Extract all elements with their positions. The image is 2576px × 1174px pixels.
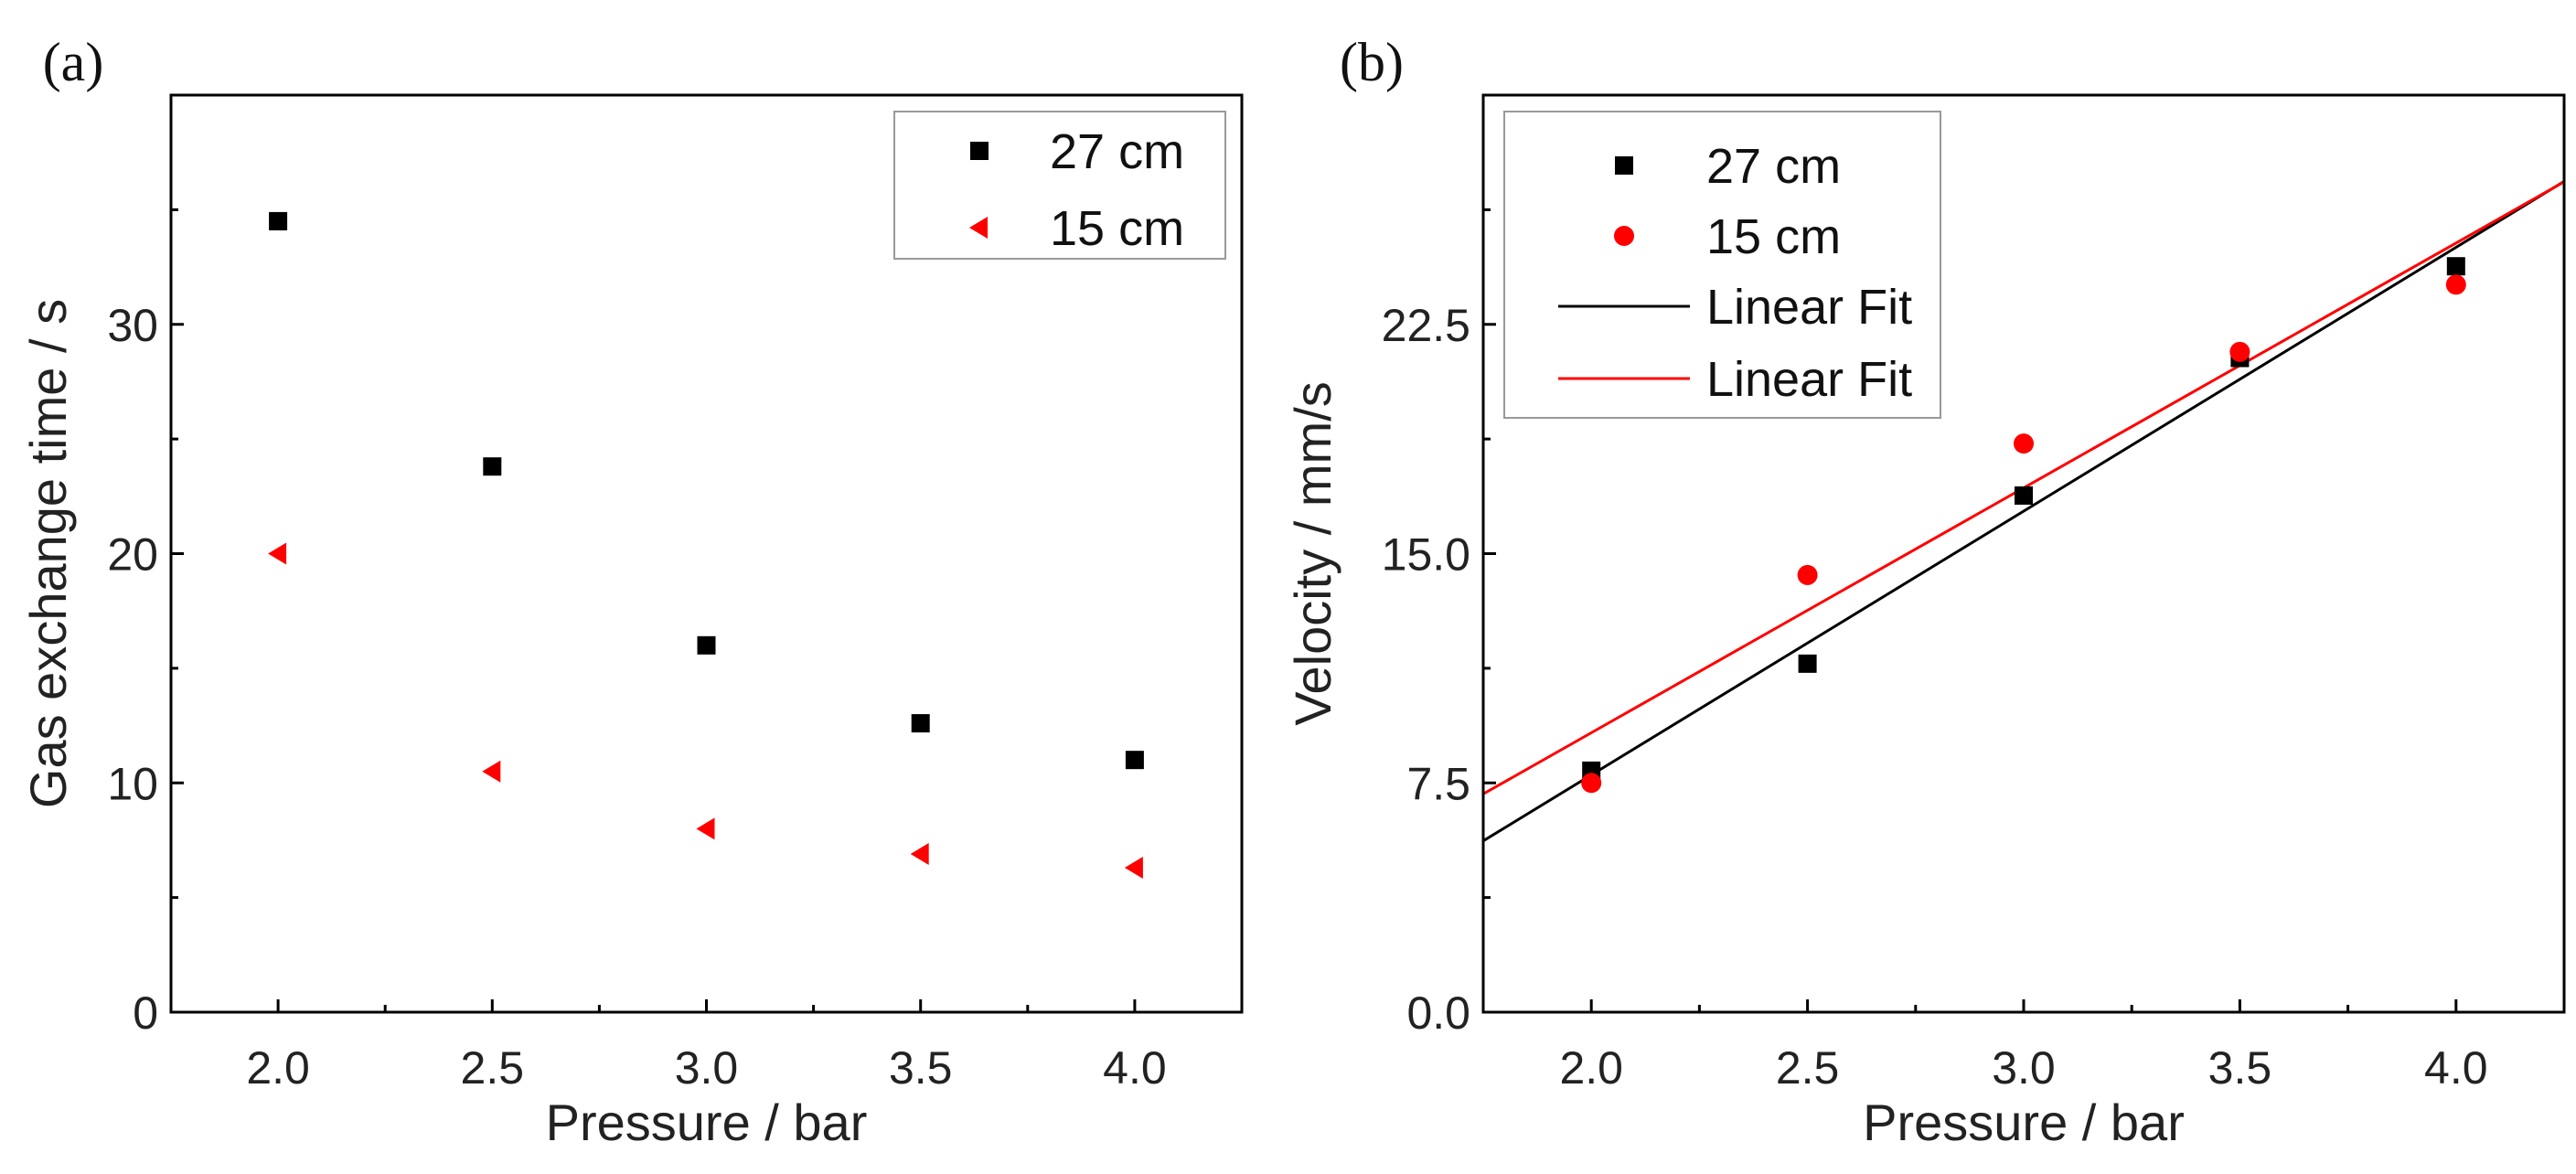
y-tick-label: 0.0 bbox=[1406, 987, 1470, 1039]
data-point bbox=[696, 817, 715, 840]
x-tick-label: 3.0 bbox=[675, 1042, 739, 1094]
legend-label: 15 cm bbox=[1050, 201, 1184, 256]
x-tick-label: 3.0 bbox=[1992, 1042, 2056, 1094]
y-axis-title: Velocity / mm/s bbox=[1284, 381, 1341, 726]
y-tick-label: 22.5 bbox=[1382, 300, 1470, 351]
panel-label: (a) bbox=[43, 32, 104, 92]
legend-box bbox=[893, 111, 1226, 260]
data-point bbox=[911, 714, 930, 733]
panel-label: (b) bbox=[1340, 32, 1404, 92]
data-point bbox=[697, 635, 716, 655]
data-point bbox=[2229, 341, 2250, 362]
y-tick-label: 30 bbox=[107, 300, 158, 351]
data-point bbox=[2015, 486, 2033, 505]
y-tick-label: 7.5 bbox=[1406, 758, 1470, 809]
y-tick-label: 20 bbox=[107, 529, 158, 581]
x-tick-label: 4.0 bbox=[2424, 1042, 2488, 1094]
data-point bbox=[269, 211, 288, 230]
legend-marker bbox=[1614, 226, 1634, 246]
x-axis-title: Pressure / bar bbox=[546, 1094, 868, 1151]
x-tick-label: 3.5 bbox=[889, 1042, 953, 1094]
legend-label: 27 cm bbox=[1050, 124, 1184, 179]
plot-frame bbox=[169, 93, 1244, 1014]
legend-label: 27 cm bbox=[1706, 139, 1841, 194]
legend-box bbox=[1503, 111, 1941, 419]
plot-frame bbox=[1481, 93, 2566, 1014]
legend-marker bbox=[969, 217, 988, 239]
data-point bbox=[2446, 257, 2465, 276]
legend-label: 15 cm bbox=[1706, 209, 1841, 264]
data-point bbox=[268, 542, 287, 565]
data-point bbox=[1125, 751, 1144, 770]
data-point bbox=[1797, 564, 1818, 585]
data-point bbox=[482, 760, 501, 783]
data-point bbox=[910, 842, 929, 865]
y-tick-label: 15.0 bbox=[1382, 529, 1470, 581]
data-point bbox=[1124, 857, 1143, 880]
legend-marker bbox=[1615, 156, 1633, 175]
legend: 27 cm 15 cm Linear Fit Linear Fit bbox=[1503, 111, 1941, 419]
data-point bbox=[483, 457, 502, 476]
x-tick-label: 2.0 bbox=[1559, 1042, 1623, 1094]
x-axis-title: Pressure / bar bbox=[1863, 1094, 2185, 1151]
y-tick-label: 0 bbox=[133, 987, 158, 1039]
chart-panel-a: (a) 2.0 2.5 3.0 3.5 4.0 0 10 20 30 Pressure / bar G… bbox=[19, 32, 1244, 1151]
y-tick-label: 10 bbox=[107, 758, 158, 809]
data-point bbox=[1581, 773, 1602, 794]
y-axis-title: Gas exchange time / s bbox=[19, 299, 77, 808]
data-point bbox=[1798, 654, 1817, 673]
chart-panel-b: (b) 2.0 2.5 3.0 3.5 4.0 0.0 7.5 15.0 22.5 Pressure… bbox=[1284, 32, 2566, 1151]
legend: 27 cm 15 cm bbox=[893, 111, 1226, 260]
legend-label: Linear Fit bbox=[1706, 280, 1912, 335]
x-tick-label: 2.0 bbox=[246, 1042, 310, 1094]
linear-fit-line bbox=[1483, 180, 2564, 842]
legend-marker bbox=[970, 142, 989, 160]
data-point bbox=[2445, 274, 2466, 295]
x-tick-label: 3.5 bbox=[2208, 1042, 2272, 1094]
x-tick-label: 4.0 bbox=[1103, 1042, 1167, 1094]
x-tick-label: 2.5 bbox=[461, 1042, 525, 1094]
x-tick-label: 2.5 bbox=[1776, 1042, 1840, 1094]
legend-label: Linear Fit bbox=[1706, 352, 1912, 407]
data-point bbox=[2014, 433, 2034, 454]
